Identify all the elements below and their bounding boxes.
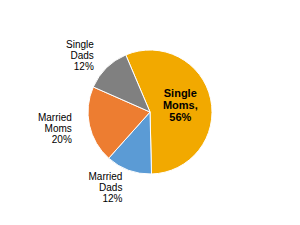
slice-label: SingleMoms,56% <box>163 87 198 123</box>
label-line: Married <box>38 112 72 123</box>
label-line: 56% <box>169 111 191 123</box>
labels: SingleMoms,56%MarriedDads12%MarriedMoms2… <box>38 39 198 204</box>
label-line: 12% <box>74 61 94 72</box>
label-line: Moms, <box>163 99 198 111</box>
label-line: Dads <box>70 50 93 61</box>
label-line: Married <box>88 171 122 182</box>
label-line: Moms <box>45 123 72 134</box>
label-line: Dads <box>99 182 122 193</box>
slice <box>93 55 150 112</box>
label-line: Single <box>164 87 197 99</box>
slice-label: MarriedMoms20% <box>38 112 72 145</box>
slice-label: MarriedDads12% <box>88 171 122 204</box>
label-line: 20% <box>52 134 72 145</box>
pie <box>88 50 212 174</box>
chart: SingleMoms,56%MarriedDads12%MarriedMoms2… <box>0 0 300 225</box>
slice-label: SingleDads12% <box>66 39 94 72</box>
label-line: Single <box>66 39 94 50</box>
label-line: 12% <box>102 193 122 204</box>
